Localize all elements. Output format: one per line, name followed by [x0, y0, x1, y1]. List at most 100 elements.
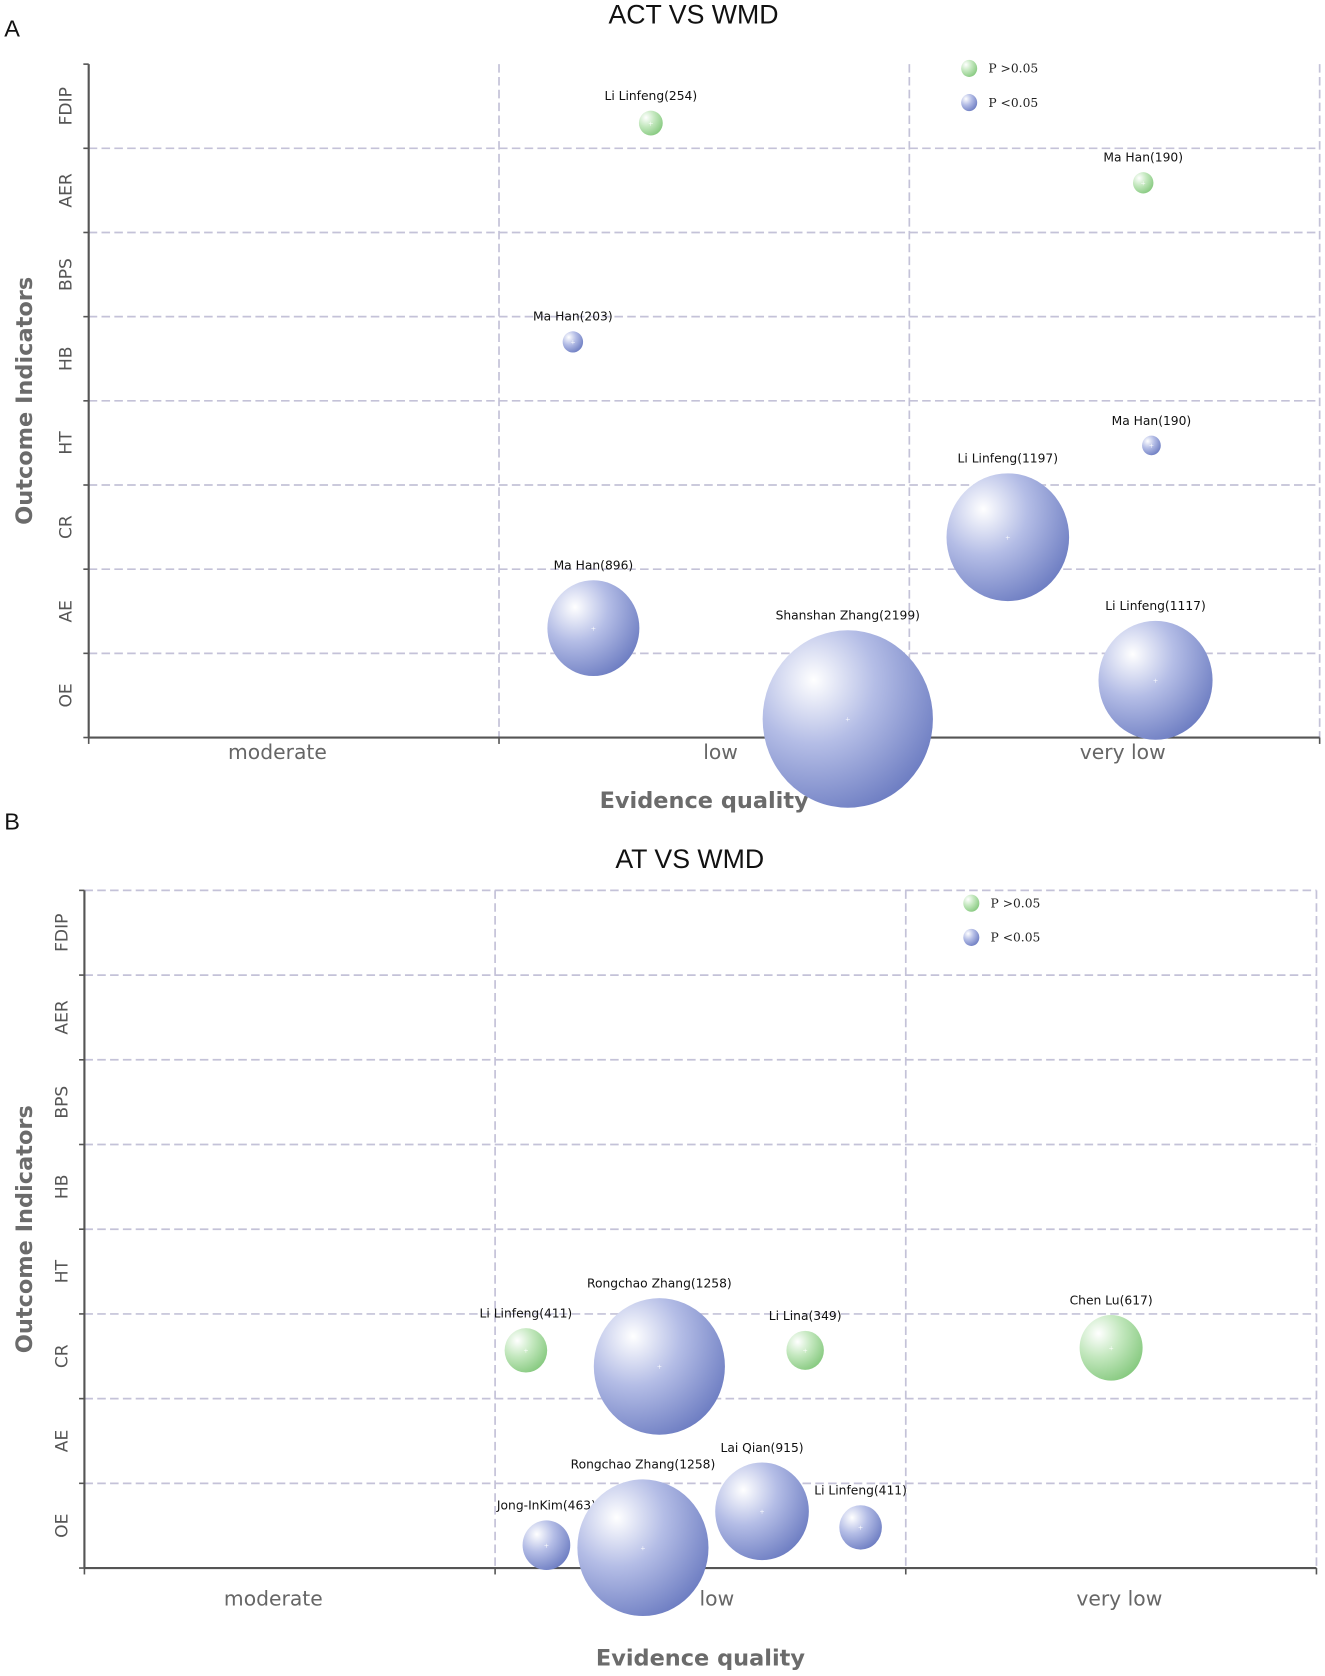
bubble-center-mark: +: [570, 337, 575, 347]
y-tick-label: AER: [57, 173, 77, 207]
bubble-label: Li Linfeng(411): [480, 1306, 573, 1320]
bubble-label: Li Linfeng(254): [604, 89, 697, 103]
bubble-blue: [522, 1520, 571, 1571]
chart-title: AT VS WMD: [615, 844, 764, 874]
bubble-blue: [1098, 620, 1213, 740]
legend: P >0.05 P <0.05: [961, 59, 1038, 112]
x-tick-label: low: [700, 1586, 735, 1610]
bubble-label: Li Linfeng(411): [814, 1484, 907, 1498]
bubble-center-mark: +: [1149, 441, 1154, 451]
bubble-point: + Li Linfeng(1197): [946, 452, 1070, 602]
bubble-blue: [1142, 435, 1161, 456]
bubble-blue: [562, 331, 584, 353]
bubble-point: + Lai Qian(915): [715, 1441, 809, 1561]
bubble-center-mark: +: [1141, 178, 1146, 188]
bubble-label: Ma Han(190): [1103, 150, 1183, 164]
bubble-blue: [762, 630, 933, 808]
x-tick-label: very low: [1076, 1586, 1162, 1610]
bubble-green: [1133, 172, 1154, 194]
bubble-label: Ma Han(203): [533, 310, 613, 324]
y-tick-label: AER: [52, 1000, 72, 1034]
bubble-center-mark: +: [1153, 675, 1158, 685]
bubble-label: Li Lina(349): [769, 1309, 842, 1323]
y-tick-label: BPS: [57, 258, 77, 291]
bubble-label: Chen Lu(617): [1070, 1293, 1153, 1307]
bubble-point: + Ma Han(896): [547, 559, 640, 677]
y-tick-label: HB: [57, 346, 77, 371]
y-tick-label: FDIP: [57, 87, 77, 125]
bubble-center-mark: +: [858, 1523, 863, 1533]
bubble-point: + Li Linfeng(411): [480, 1306, 573, 1373]
chart-panel-b: B AT VS WMD OE AE CR HT HB BPS AER FDIP moderate lo…: [4, 808, 1318, 1671]
bubble-label: Rongchao Zhang(1258): [587, 1276, 732, 1290]
bubble-point: + Li Lina(349): [769, 1309, 842, 1370]
bubble-center-mark: +: [1109, 1343, 1114, 1353]
bubble-label: Li Linfeng(1117): [1105, 599, 1205, 613]
y-tick-label: HT: [57, 431, 77, 455]
y-tick-label: AE: [52, 1430, 72, 1452]
bubble-point: + Ma Han(190): [1103, 150, 1183, 194]
x-tick-label: moderate: [228, 740, 327, 764]
bubble-label: Ma Han(896): [554, 559, 634, 573]
legend-label: P >0.05: [988, 62, 1038, 76]
bubble-label: Rongchao Zhang(1258): [571, 1458, 716, 1472]
bubble-blue: [715, 1462, 809, 1561]
chart-panel-a: A ACT VS WMD OE AE CR HT HB BPS AER FDIP moderate l…: [4, 0, 1321, 814]
bubble-point: + Rongchao Zhang(1258): [587, 1276, 732, 1435]
y-tick-label: BPS: [52, 1086, 72, 1119]
legend-swatch: [961, 94, 978, 112]
bubble-point: + Ma Han(203): [533, 310, 613, 353]
bubble-center-mark: +: [523, 1346, 528, 1356]
y-axis-title: Outcome Indicators: [12, 1105, 38, 1353]
bubble-label: Ma Han(190): [1112, 414, 1192, 428]
bubble-blue: [839, 1505, 882, 1550]
y-tick-label: OE: [52, 1514, 72, 1538]
x-tick-label: moderate: [224, 1586, 323, 1610]
panel-letter: B: [4, 808, 20, 834]
bubble-center-mark: +: [641, 1543, 646, 1553]
bubble-blue: [577, 1479, 709, 1617]
bubble-green: [1079, 1314, 1143, 1381]
y-axis-title: Outcome Indicators: [12, 277, 38, 525]
legend-label: P >0.05: [991, 896, 1041, 910]
bubble-point: + Li Linfeng(254): [604, 89, 697, 136]
bubble-green: [504, 1328, 548, 1373]
bubble-center-mark: +: [1005, 532, 1010, 542]
y-tick-label: HB: [52, 1175, 72, 1200]
y-tick-label: CR: [57, 515, 77, 539]
y-tick-label: CR: [52, 1344, 72, 1368]
bubble-green: [638, 110, 663, 136]
bubble-green: [786, 1330, 824, 1370]
bubble-center-mark: +: [591, 623, 596, 633]
bubble-point: + Chen Lu(617): [1070, 1293, 1153, 1381]
bubble-label: Lai Qian(915): [720, 1441, 803, 1455]
chart-title: ACT VS WMD: [608, 0, 778, 30]
x-tick-label: low: [703, 740, 738, 764]
bubble-blue: [547, 580, 640, 677]
bubble-label: Jong-InKim(463): [496, 1499, 596, 1513]
y-tick-label: HT: [52, 1259, 72, 1283]
x-tick-label: very low: [1080, 740, 1166, 764]
legend-label: P <0.05: [991, 931, 1041, 945]
y-tick-label: FDIP: [52, 914, 72, 952]
bubble-point: + Jong-InKim(463): [496, 1499, 596, 1571]
bubble-center-mark: +: [803, 1346, 808, 1356]
bubble-blue: [593, 1298, 725, 1435]
x-axis-title: Evidence quality: [596, 1645, 805, 1671]
bubble-center-mark: +: [648, 118, 653, 128]
legend-swatch: [963, 928, 980, 946]
bubble-center-mark: +: [760, 1506, 765, 1516]
bubble-label: Shanshan Zhang(2199): [776, 609, 920, 623]
panel-letter: A: [4, 15, 20, 41]
bubble-label: Li Linfeng(1197): [958, 452, 1058, 466]
bubble-point: + Li Linfeng(411): [814, 1484, 907, 1550]
y-tick-label: AE: [57, 600, 77, 622]
x-axis-title: Evidence quality: [600, 788, 809, 814]
legend-label: P <0.05: [988, 96, 1038, 110]
bubble-point: + Li Linfeng(1117): [1098, 599, 1213, 740]
bubble-center-mark: +: [657, 1362, 662, 1372]
bubble-blue: [946, 473, 1070, 602]
legend: P >0.05 P <0.05: [963, 894, 1041, 946]
